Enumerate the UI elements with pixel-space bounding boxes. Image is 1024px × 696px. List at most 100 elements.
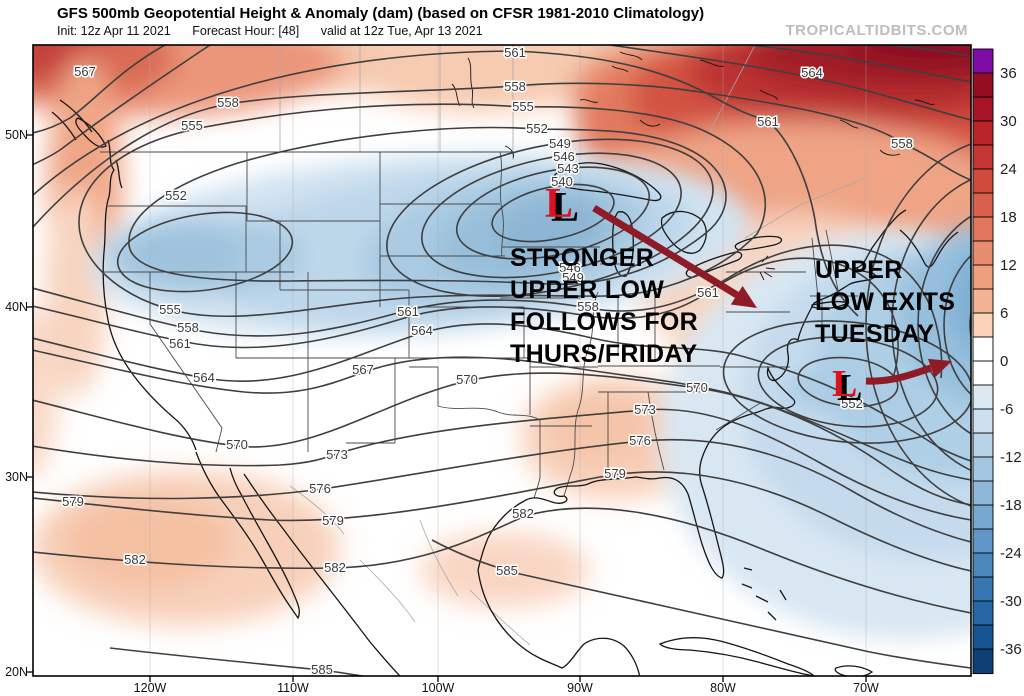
colorbar-segment: [973, 385, 993, 410]
annotation-line: TUESDAY: [815, 320, 934, 348]
east-low-marker: L: [832, 363, 857, 405]
label: 561: [504, 45, 526, 60]
label: 24: [1000, 161, 1017, 178]
label: 555: [181, 118, 203, 133]
label: 558: [217, 95, 239, 110]
label: 30: [1000, 113, 1017, 130]
colorbar-segment: [973, 529, 993, 554]
label: 579: [322, 513, 344, 528]
colorbar-tick-labels: 36 30 24 18 12 6 0 -6 -12 -18 -24 -30 -36: [1000, 65, 1022, 658]
label: 558: [891, 136, 913, 151]
colorbar-segment: [973, 73, 993, 98]
label: -30: [1000, 593, 1022, 610]
label: -12: [1000, 449, 1022, 466]
label: 12: [1000, 257, 1017, 274]
label: 555: [512, 99, 534, 114]
page-title: GFS 500mb Geopotential Height & Anomaly …: [57, 5, 704, 22]
label: 579: [62, 494, 84, 509]
annotation-line: UPPER LOW: [510, 276, 664, 304]
label: 50N: [5, 128, 28, 142]
init-time: Init: 12z Apr 11 2021: [57, 24, 171, 38]
annotation-line: STRONGER: [510, 244, 654, 272]
colorbar-segment: [973, 289, 993, 314]
label: 567: [74, 64, 96, 79]
colorbar-segment: [973, 241, 993, 266]
colorbar-segment: [973, 481, 993, 506]
label: 573: [326, 447, 348, 462]
label: 561: [169, 336, 191, 351]
valid-time: valid at 12z Tue, Apr 13 2021: [321, 24, 483, 38]
annotation-line: LOW EXITS: [815, 288, 955, 316]
label: 0: [1000, 353, 1008, 370]
annotation-line: THURS/FRIDAY: [510, 340, 697, 368]
watermark: TROPICALTIDBITS.COM: [785, 22, 968, 39]
label: 18: [1000, 209, 1017, 226]
label: 558: [177, 320, 199, 335]
label: -6: [1000, 401, 1013, 418]
colorbar-segment: [973, 193, 993, 218]
colorbar-segment: [973, 97, 993, 122]
label: 70W: [853, 681, 879, 695]
label: 561: [697, 285, 719, 300]
colorbar-segment: [973, 265, 993, 290]
colorbar-segment: [973, 145, 993, 170]
colorbar-segment: [973, 217, 993, 242]
label: -18: [1000, 497, 1022, 514]
label: 100W: [422, 681, 455, 695]
label: 20N: [5, 665, 28, 679]
label: 36: [1000, 65, 1017, 82]
label: 570: [226, 437, 248, 452]
colorbar-segments: [973, 49, 993, 674]
colorbar-segment: [973, 553, 993, 578]
label: 570: [686, 380, 708, 395]
label: 576: [629, 433, 651, 448]
label: 564: [801, 65, 823, 80]
label: 570: [456, 372, 478, 387]
label: 564: [193, 370, 215, 385]
colorbar-segment: [973, 649, 993, 674]
colorbar-segment: [973, 601, 993, 626]
label: 90W: [567, 681, 593, 695]
label: 582: [512, 506, 534, 521]
label: 552: [526, 121, 548, 136]
annotation-line: FOLLOWS FOR: [510, 308, 698, 336]
forecast-hour: Forecast Hour: [48]: [192, 24, 299, 38]
colorbar-segment: [973, 121, 993, 146]
label: 30N: [5, 470, 28, 484]
label: 585: [496, 563, 518, 578]
label: 585: [311, 662, 333, 677]
label: 120W: [134, 681, 167, 695]
label: 40N: [5, 300, 28, 314]
label: 573: [634, 402, 656, 417]
label: 579: [604, 466, 626, 481]
colorbar-segment: [973, 457, 993, 482]
label: 561: [397, 304, 419, 319]
label: 6: [1000, 305, 1008, 322]
west-low-marker: L: [545, 181, 573, 227]
colorbar-segment: [973, 433, 993, 458]
colorbar-segment: [973, 409, 993, 434]
label: -36: [1000, 641, 1022, 658]
colorbar: 36 30 24 18 12 6 0 -6 -12 -18 -24 -30 -36: [973, 49, 1022, 674]
label: 582: [124, 552, 146, 567]
map-canvas: 5675585555525615585555525495465435405465…: [0, 0, 1024, 696]
colorbar-segment: [973, 49, 993, 74]
weather-map-screenshot: GFS 500mb Geopotential Height & Anomaly …: [0, 0, 1024, 696]
label: 582: [324, 560, 346, 575]
colorbar-segment: [973, 505, 993, 530]
colorbar-segment: [973, 625, 993, 650]
label: 558: [504, 79, 526, 94]
colorbar-segment: [973, 577, 993, 602]
colorbar-segment: [973, 361, 993, 386]
label: 564: [411, 323, 433, 338]
annotation-line: UPPER: [815, 256, 903, 284]
label: 552: [165, 188, 187, 203]
colorbar-segment: [973, 169, 993, 194]
run-info: Init: 12z Apr 11 2021 Forecast Hour: [48…: [57, 24, 501, 38]
label: 561: [757, 114, 779, 129]
label: 555: [159, 302, 181, 317]
colorbar-segment: [973, 337, 993, 362]
label: 110W: [277, 681, 309, 695]
label: 80W: [710, 681, 736, 695]
label: -24: [1000, 545, 1022, 562]
